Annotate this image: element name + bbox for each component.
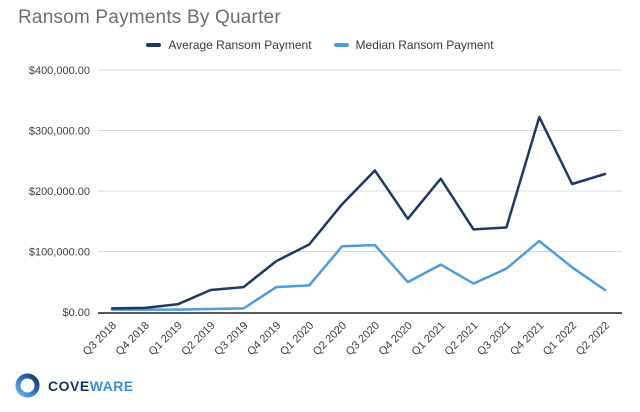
x-axis-tick-label: Q3 2020 xyxy=(344,320,382,358)
x-axis-tick-label: Q4 2020 xyxy=(377,320,415,358)
x-axis-tick-label: Q3 2018 xyxy=(81,320,119,358)
x-axis-tick-label: Q2 2022 xyxy=(574,320,612,358)
coveware-logo: COVEWARE xyxy=(14,372,134,399)
legend-item-median: Median Ransom Payment xyxy=(333,38,494,52)
x-axis-tick-label: Q4 2018 xyxy=(114,320,152,358)
x-axis-tick-label: Q3 2021 xyxy=(475,320,513,358)
x-axis-tick-label: Q1 2020 xyxy=(278,320,316,358)
series-line-average xyxy=(110,115,607,310)
logo-text-cove: COVE xyxy=(48,377,90,394)
chart-title: Ransom Payments By Quarter xyxy=(18,7,281,28)
y-axis-tick-label: $0.00 xyxy=(62,307,90,319)
x-axis-tick-label: Q4 2021 xyxy=(508,320,546,358)
legend-marker-average xyxy=(146,42,162,48)
y-axis-tick-label: $300,000.00 xyxy=(29,126,90,138)
x-axis-tick-label: Q1 2021 xyxy=(409,320,447,358)
x-axis-tick-label: Q3 2019 xyxy=(212,320,250,358)
legend-item-average: Average Ransom Payment xyxy=(146,38,312,52)
series-line-median xyxy=(110,239,607,311)
x-axis-tick-label: Q1 2022 xyxy=(541,320,579,358)
legend-marker-median xyxy=(333,42,349,48)
x-axis-tick-label: Q4 2019 xyxy=(245,320,283,358)
chart-legend: Average Ransom Payment Median Ransom Paym… xyxy=(0,38,640,52)
x-axis-tick-label: Q1 2019 xyxy=(147,320,185,358)
legend-label-average: Average Ransom Payment xyxy=(168,38,312,52)
y-axis-tick-label: $100,000.00 xyxy=(29,247,90,259)
legend-label-median: Median Ransom Payment xyxy=(355,38,494,52)
coveware-wordmark: COVEWARE xyxy=(48,378,134,394)
x-axis-tick-label: Q2 2021 xyxy=(442,320,480,358)
x-axis-tick-label: Q2 2020 xyxy=(311,320,349,358)
logo-text-ware: WARE xyxy=(89,377,134,394)
y-axis-tick-label: $200,000.00 xyxy=(29,186,90,198)
x-axis-tick-label: Q2 2019 xyxy=(179,320,217,358)
y-axis-tick-label: $400,000.00 xyxy=(29,65,90,77)
coveware-ring-icon xyxy=(15,373,40,398)
